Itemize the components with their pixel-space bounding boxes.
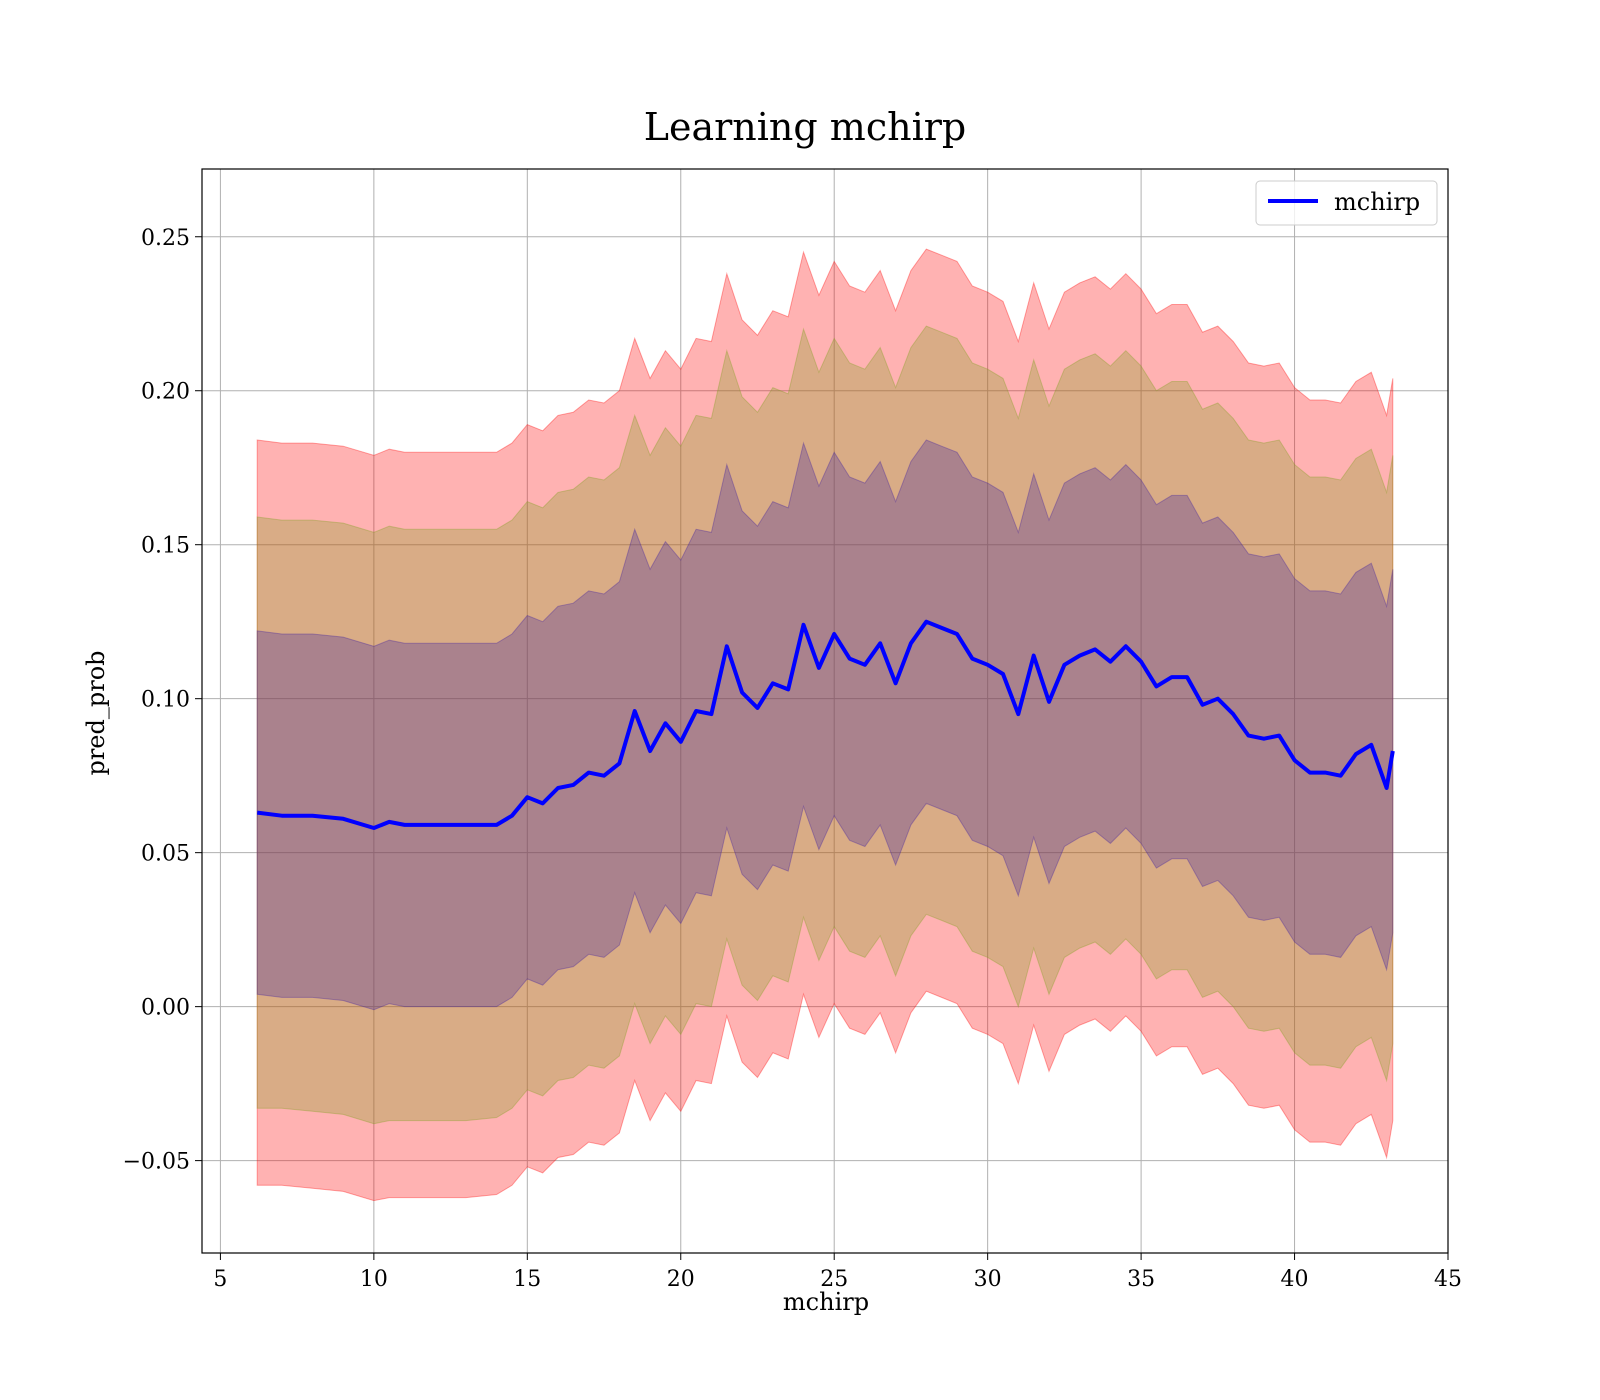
y-axis-label: pred_prob: [82, 650, 110, 775]
legend-label-mchirp: mchirp: [1334, 188, 1420, 216]
x-tick-label: 25: [820, 1267, 848, 1292]
confidence-band-3: [256, 439, 1394, 1011]
x-tick-label: 5: [213, 1267, 227, 1292]
y-tick-label: 0.00: [141, 996, 190, 1021]
grid: [202, 169, 1449, 1253]
series-lines: [256, 619, 1395, 830]
x-tick-label: 30: [974, 1267, 1002, 1292]
confidence-bands: [256, 248, 1394, 1202]
x-tick-label: 10: [360, 1267, 388, 1292]
series-line-mchirp: [256, 619, 1395, 830]
y-tick-label: 0.20: [141, 380, 190, 405]
legend: mchirp: [1255, 180, 1438, 226]
x-tick-label: 45: [1434, 1267, 1462, 1292]
x-tick-label: 35: [1127, 1267, 1155, 1292]
x-tick-label: 40: [1281, 1267, 1309, 1292]
y-tick-label: 0.10: [141, 688, 190, 713]
plot-frame: [201, 168, 1449, 1254]
chart-title: Learning mchirp: [644, 105, 966, 149]
y-tick-label: 0.25: [141, 226, 190, 251]
y-tick-label: −0.05: [123, 1150, 190, 1175]
x-axis-label: mchirp: [783, 1288, 869, 1316]
y-tick-label: 0.05: [141, 842, 190, 867]
confidence-band-1: [256, 248, 1394, 1202]
legend-box: [1255, 180, 1438, 226]
x-tick-label: 15: [513, 1267, 541, 1292]
confidence-band-2: [256, 325, 1394, 1125]
x-tick-label: 20: [667, 1267, 695, 1292]
y-tick-label: 0.15: [141, 534, 190, 559]
axis-ticks: 5 10 15 20 25 30 35 40 45 −0.05 0.00 0.05 0.10 0.15 0.…: [123, 226, 1462, 1292]
